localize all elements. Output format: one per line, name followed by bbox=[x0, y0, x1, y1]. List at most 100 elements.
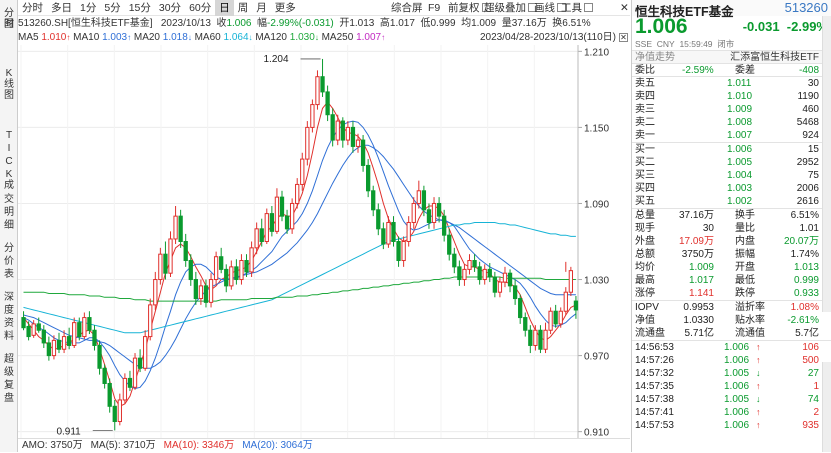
tick-time: 14:56:53 bbox=[635, 342, 674, 353]
toolbar-checkbox[interactable] bbox=[481, 3, 491, 12]
candle-body bbox=[310, 104, 315, 128]
candle-body bbox=[269, 213, 275, 232]
left-tab-char[interactable]: 复 bbox=[4, 380, 14, 391]
tick-price: 1.006 bbox=[724, 342, 750, 353]
stat-label: 涨停 bbox=[635, 288, 655, 299]
left-tab-char[interactable]: 深 bbox=[4, 292, 14, 303]
stats-row: 总量 37.16万 换手 6.51% bbox=[632, 209, 831, 222]
toolbar-button-label[interactable]: 前复权 bbox=[448, 2, 480, 14]
left-tab-char[interactable]: 表 bbox=[4, 269, 14, 280]
stat-value: 1.141 bbox=[688, 288, 714, 299]
left-tab-char[interactable]: K bbox=[5, 169, 13, 180]
left-tab-char[interactable]: 线 bbox=[4, 79, 14, 90]
period-tab[interactable]: 月 bbox=[256, 2, 267, 14]
range-checkbox[interactable]: ✕ bbox=[619, 33, 628, 42]
toolbar-checkbox[interactable] bbox=[528, 3, 537, 12]
candle-body bbox=[107, 382, 112, 407]
candle bbox=[193, 271, 198, 305]
kline-chart[interactable]: 1.210 1.150 1.090 1.030 0.970 0.910 1.204 0.911 bbox=[18, 45, 630, 438]
left-tab-char[interactable]: 成 bbox=[4, 180, 14, 191]
left-tab-char[interactable]: 分 bbox=[4, 243, 14, 254]
candle-body bbox=[462, 268, 467, 281]
toolbar-button[interactable]: F9 bbox=[428, 0, 440, 16]
close-icon[interactable]: ✕ bbox=[620, 2, 629, 14]
tick-price: 1.006 bbox=[724, 420, 750, 431]
candle bbox=[259, 218, 264, 247]
left-tab-char[interactable]: T bbox=[5, 130, 13, 141]
y-tick-label: 1.210 bbox=[584, 47, 609, 58]
period-tab[interactable]: 60分 bbox=[189, 2, 212, 14]
left-tab-char[interactable]: 细 bbox=[4, 220, 14, 231]
candle bbox=[203, 279, 209, 308]
left-tab-char[interactable]: 图 bbox=[4, 90, 14, 101]
ma-label: MA120 bbox=[255, 32, 287, 43]
left-tab-char[interactable]: 分时 bbox=[4, 8, 14, 30]
toolbar-button-label[interactable]: 超级叠加 bbox=[484, 2, 526, 14]
toolbar-button-label[interactable]: F9 bbox=[428, 2, 441, 14]
toolbar-button[interactable]: 画线 bbox=[534, 0, 566, 16]
left-tab-char[interactable]: 盘 bbox=[4, 393, 14, 404]
candle-body bbox=[426, 209, 432, 223]
candle-body bbox=[416, 190, 421, 204]
toolbar-checkbox[interactable] bbox=[584, 3, 593, 12]
left-tab-char[interactable]: 料 bbox=[4, 331, 14, 342]
ma-value: 1.064 bbox=[223, 32, 249, 43]
candle-body bbox=[31, 323, 36, 336]
net-value-trend-link[interactable]: 净值走势 bbox=[635, 52, 675, 63]
candle bbox=[153, 271, 158, 310]
tick-time: 14:57:26 bbox=[635, 355, 674, 366]
stats-row: 均价 1.009 开盘 1.013 bbox=[632, 261, 831, 274]
level-price: 1.002 bbox=[727, 196, 753, 207]
candle bbox=[386, 216, 391, 248]
candle-body bbox=[543, 329, 548, 350]
stat-value: 30 bbox=[702, 223, 714, 234]
candle bbox=[229, 260, 234, 290]
left-tab-char[interactable]: 超 bbox=[4, 354, 14, 365]
candle bbox=[401, 236, 406, 267]
panel-scrollbar[interactable] bbox=[822, 16, 831, 312]
left-tab-char[interactable]: 交 bbox=[4, 194, 14, 205]
period-tab[interactable]: 30分 bbox=[158, 2, 182, 14]
ma-line-ma60 bbox=[23, 222, 576, 334]
candle-body bbox=[320, 76, 325, 93]
candle-body bbox=[568, 270, 574, 293]
left-tab-char[interactable]: 度 bbox=[4, 305, 14, 316]
left-tab-char[interactable]: I bbox=[7, 143, 11, 154]
period-tab[interactable]: 日 bbox=[215, 0, 234, 16]
left-tab-char[interactable]: 级 bbox=[4, 367, 14, 378]
candle-body bbox=[371, 190, 376, 211]
candle bbox=[61, 330, 67, 354]
toolbar-button-label[interactable]: 工具 bbox=[561, 2, 582, 14]
toolbar-button[interactable]: 工具 bbox=[561, 0, 593, 16]
candle-body bbox=[502, 272, 508, 283]
left-tab-char[interactable]: 资 bbox=[4, 318, 14, 329]
left-tab-char[interactable]: K bbox=[5, 68, 13, 79]
candle bbox=[487, 263, 492, 283]
left-tab-char[interactable]: 图 bbox=[4, 19, 14, 30]
stat-label: 净值 bbox=[635, 315, 655, 326]
tick-row: 14:57:26 1.006 ↑ 500 bbox=[632, 354, 831, 367]
candle-body bbox=[97, 344, 102, 369]
tick-row: 14:56:53 1.006 ↑ 106 bbox=[632, 341, 831, 354]
left-tab-char[interactable]: C bbox=[5, 156, 13, 167]
toolbar-button[interactable]: 超级叠加 bbox=[484, 0, 537, 16]
tick-scrollbar[interactable] bbox=[822, 362, 831, 452]
period-tab[interactable]: 分时 bbox=[22, 2, 43, 14]
period-tab[interactable]: 更多 bbox=[274, 2, 296, 14]
toolbar-button[interactable]: 综合屏 bbox=[391, 0, 423, 16]
period-tab[interactable]: 多日 bbox=[51, 2, 72, 14]
candle bbox=[350, 121, 356, 153]
toolbar-button-label[interactable]: 综合屏 bbox=[391, 2, 423, 14]
toolbar-button[interactable]: 前复权 bbox=[448, 0, 491, 16]
toolbar-checkbox[interactable] bbox=[557, 3, 566, 12]
tick-list: 14:56:53 1.006 ↑ 106 14:57:26 1.006 ↑ 500 14:57:… bbox=[632, 340, 831, 432]
period-tab[interactable]: 15分 bbox=[128, 2, 151, 14]
period-tab[interactable]: 周 bbox=[237, 2, 249, 14]
left-tab-char[interactable]: 价 bbox=[4, 256, 14, 267]
left-tab-char[interactable]: 明 bbox=[4, 207, 14, 218]
period-tab[interactable]: 5分 bbox=[104, 2, 121, 14]
candle bbox=[371, 185, 376, 217]
toolbar-button-label[interactable]: 画线 bbox=[534, 2, 555, 14]
period-tab[interactable]: 1分 bbox=[80, 2, 97, 14]
candle-body bbox=[553, 310, 558, 325]
